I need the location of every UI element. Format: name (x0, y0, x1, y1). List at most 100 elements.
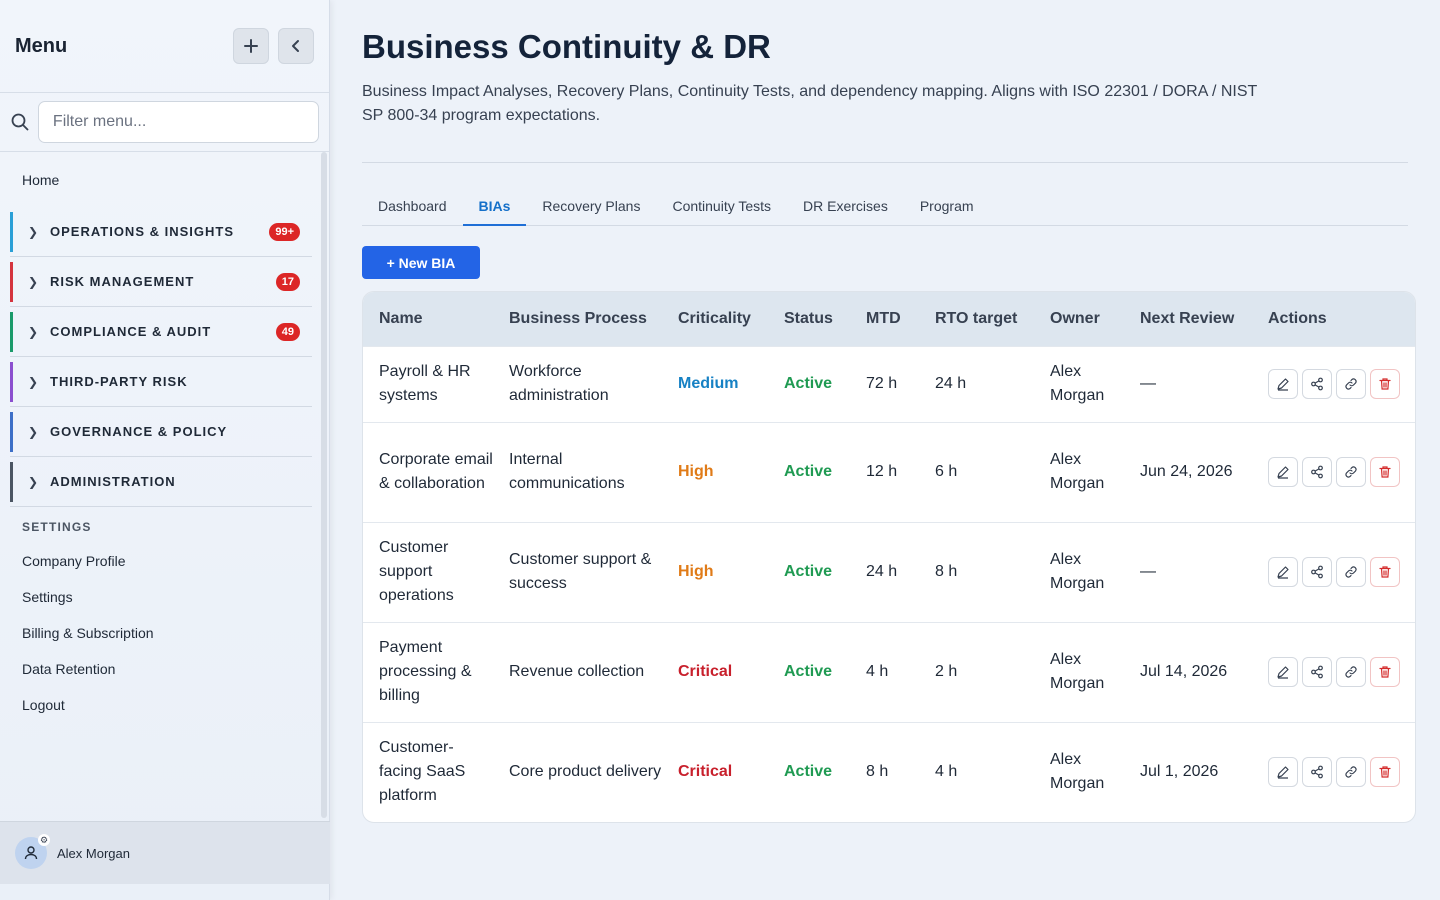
sidebar-group-compliance-audit[interactable]: ❯ COMPLIANCE & AUDIT 49 (10, 307, 312, 357)
column-header[interactable]: Name (379, 309, 423, 327)
chevron-right-icon: ❯ (28, 224, 39, 239)
link-icon (1345, 766, 1357, 778)
share-button[interactable] (1302, 369, 1332, 399)
sidebar-item-billing[interactable]: Billing & Subscription (22, 625, 154, 641)
column-header[interactable]: MTD (866, 309, 901, 327)
cell-mtd: 72 h (850, 345, 919, 422)
sidebar-group-governance-policy[interactable]: ❯ GOVERNANCE & POLICY (10, 407, 312, 457)
cell-criticality: Critical (662, 621, 768, 722)
tab-dashboard[interactable]: Dashboard (378, 198, 447, 214)
cell-owner: Alex Morgan (1034, 345, 1124, 422)
cell-name: Customer support operations (363, 521, 493, 622)
edit-icon (1277, 466, 1289, 479)
edit-button[interactable] (1268, 557, 1298, 587)
column-header[interactable]: Status (784, 309, 833, 327)
cell-status: Active (768, 345, 850, 422)
tab-continuity-tests[interactable]: Continuity Tests (672, 198, 772, 214)
cell-process: Customer support & success (493, 521, 662, 622)
edit-button[interactable] (1268, 757, 1298, 788)
link-button[interactable] (1336, 757, 1366, 788)
trash-icon (1379, 566, 1391, 578)
sidebar-group-label: THIRD-PARTY RISK (50, 374, 188, 389)
tab-bias[interactable]: BIAs (462, 187, 527, 226)
cell-actions (1252, 621, 1415, 722)
cell-mtd: 4 h (850, 621, 919, 722)
group-accent-bar (10, 311, 13, 352)
sidebar-item-data-retention[interactable]: Data Retention (22, 661, 116, 677)
cell-rto: 6 h (919, 421, 1034, 522)
cell-next-review: Jul 1, 2026 (1124, 721, 1252, 822)
share-icon (1311, 377, 1323, 391)
column-header[interactable]: Next Review (1140, 309, 1235, 327)
table-row[interactable]: Corporate email & collaboration Internal… (363, 421, 1415, 522)
cell-name: Payment processing & billing (363, 621, 493, 722)
cell-next-review: Jun 24, 2026 (1124, 421, 1252, 522)
column-header[interactable]: Criticality (678, 309, 751, 327)
user-icon (24, 846, 38, 860)
column-header[interactable]: Business Process (509, 309, 647, 327)
cell-owner: Alex Morgan (1034, 621, 1124, 722)
cell-status: Active (768, 721, 850, 822)
share-button[interactable] (1302, 557, 1332, 587)
sidebar-scrollbar[interactable] (321, 152, 327, 818)
sidebar-group-third-party-risk[interactable]: ❯ THIRD-PARTY RISK (10, 357, 312, 407)
search-icon (10, 113, 30, 131)
sidebar-item-settings[interactable]: Settings (22, 589, 73, 605)
settings-section-header: SETTINGS (22, 520, 92, 534)
user-profile[interactable]: ⚙ Alex Morgan (0, 821, 330, 884)
delete-button[interactable] (1370, 557, 1400, 587)
link-button[interactable] (1336, 369, 1366, 399)
sidebar-group-risk-management[interactable]: ❯ RISK MANAGEMENT 17 (10, 257, 312, 307)
table-row[interactable]: Customer support operations Customer sup… (363, 521, 1415, 622)
column-header[interactable]: RTO target (935, 309, 1018, 327)
delete-button[interactable] (1370, 757, 1400, 788)
delete-button[interactable] (1370, 657, 1400, 687)
share-icon (1311, 465, 1323, 479)
table-row[interactable]: Payment processing & billing Revenue col… (363, 621, 1415, 722)
delete-button[interactable] (1370, 457, 1400, 487)
tab-recovery-plans[interactable]: Recovery Plans (542, 198, 641, 214)
chevron-right-icon: ❯ (28, 374, 39, 389)
sidebar-item-home[interactable]: Home (22, 171, 60, 188)
group-accent-bar (10, 361, 13, 402)
share-button[interactable] (1302, 757, 1332, 788)
table-row[interactable]: Payroll & HR systems Workforce administr… (363, 345, 1415, 422)
share-icon (1311, 765, 1323, 779)
share-icon (1311, 665, 1323, 679)
sidebar-search (0, 93, 329, 152)
link-button[interactable] (1336, 657, 1366, 687)
column-header[interactable]: Owner (1050, 309, 1100, 327)
share-button[interactable] (1302, 457, 1332, 487)
tab-bar: Dashboard BIAs Recovery Plans Continuity… (362, 187, 1408, 226)
chevron-right-icon: ❯ (28, 424, 39, 439)
share-button[interactable] (1302, 657, 1332, 687)
cell-criticality: Medium (662, 345, 768, 422)
chevron-right-icon: ❯ (28, 474, 39, 489)
edit-icon (1277, 378, 1289, 391)
sidebar-item-logout[interactable]: Logout (22, 697, 65, 713)
table-row[interactable]: Customer-facing SaaS platform Core produ… (363, 721, 1415, 822)
add-button[interactable] (233, 28, 269, 64)
edit-button[interactable] (1268, 457, 1298, 487)
page-title: Business Continuity & DR (362, 28, 771, 65)
collapse-sidebar-button[interactable] (278, 28, 314, 64)
cell-status: Active (768, 521, 850, 622)
sidebar-group-operations-insights[interactable]: ❯ OPERATIONS & INSIGHTS 99+ (10, 207, 312, 257)
sidebar-group-administration[interactable]: ❯ ADMINISTRATION (10, 457, 312, 507)
count-badge: 99+ (269, 222, 300, 241)
new-bia-button[interactable]: + New BIA (362, 246, 480, 279)
plus-icon (244, 39, 258, 53)
sidebar-group-label: RISK MANAGEMENT (50, 274, 195, 289)
cell-next-review: Jul 14, 2026 (1124, 621, 1252, 722)
link-button[interactable] (1336, 557, 1366, 587)
tab-dr-exercises[interactable]: DR Exercises (803, 198, 888, 214)
link-button[interactable] (1336, 457, 1366, 487)
cell-status: Active (768, 621, 850, 722)
edit-button[interactable] (1268, 657, 1298, 687)
sidebar: Menu Home ❯ OPERATIONS & INSIGHTS 99+ ❯ … (0, 0, 330, 900)
tab-program[interactable]: Program (919, 198, 974, 214)
sidebar-item-company-profile[interactable]: Company Profile (22, 553, 126, 569)
edit-button[interactable] (1268, 369, 1298, 399)
filter-menu-input[interactable] (37, 101, 319, 143)
delete-button[interactable] (1370, 369, 1400, 399)
